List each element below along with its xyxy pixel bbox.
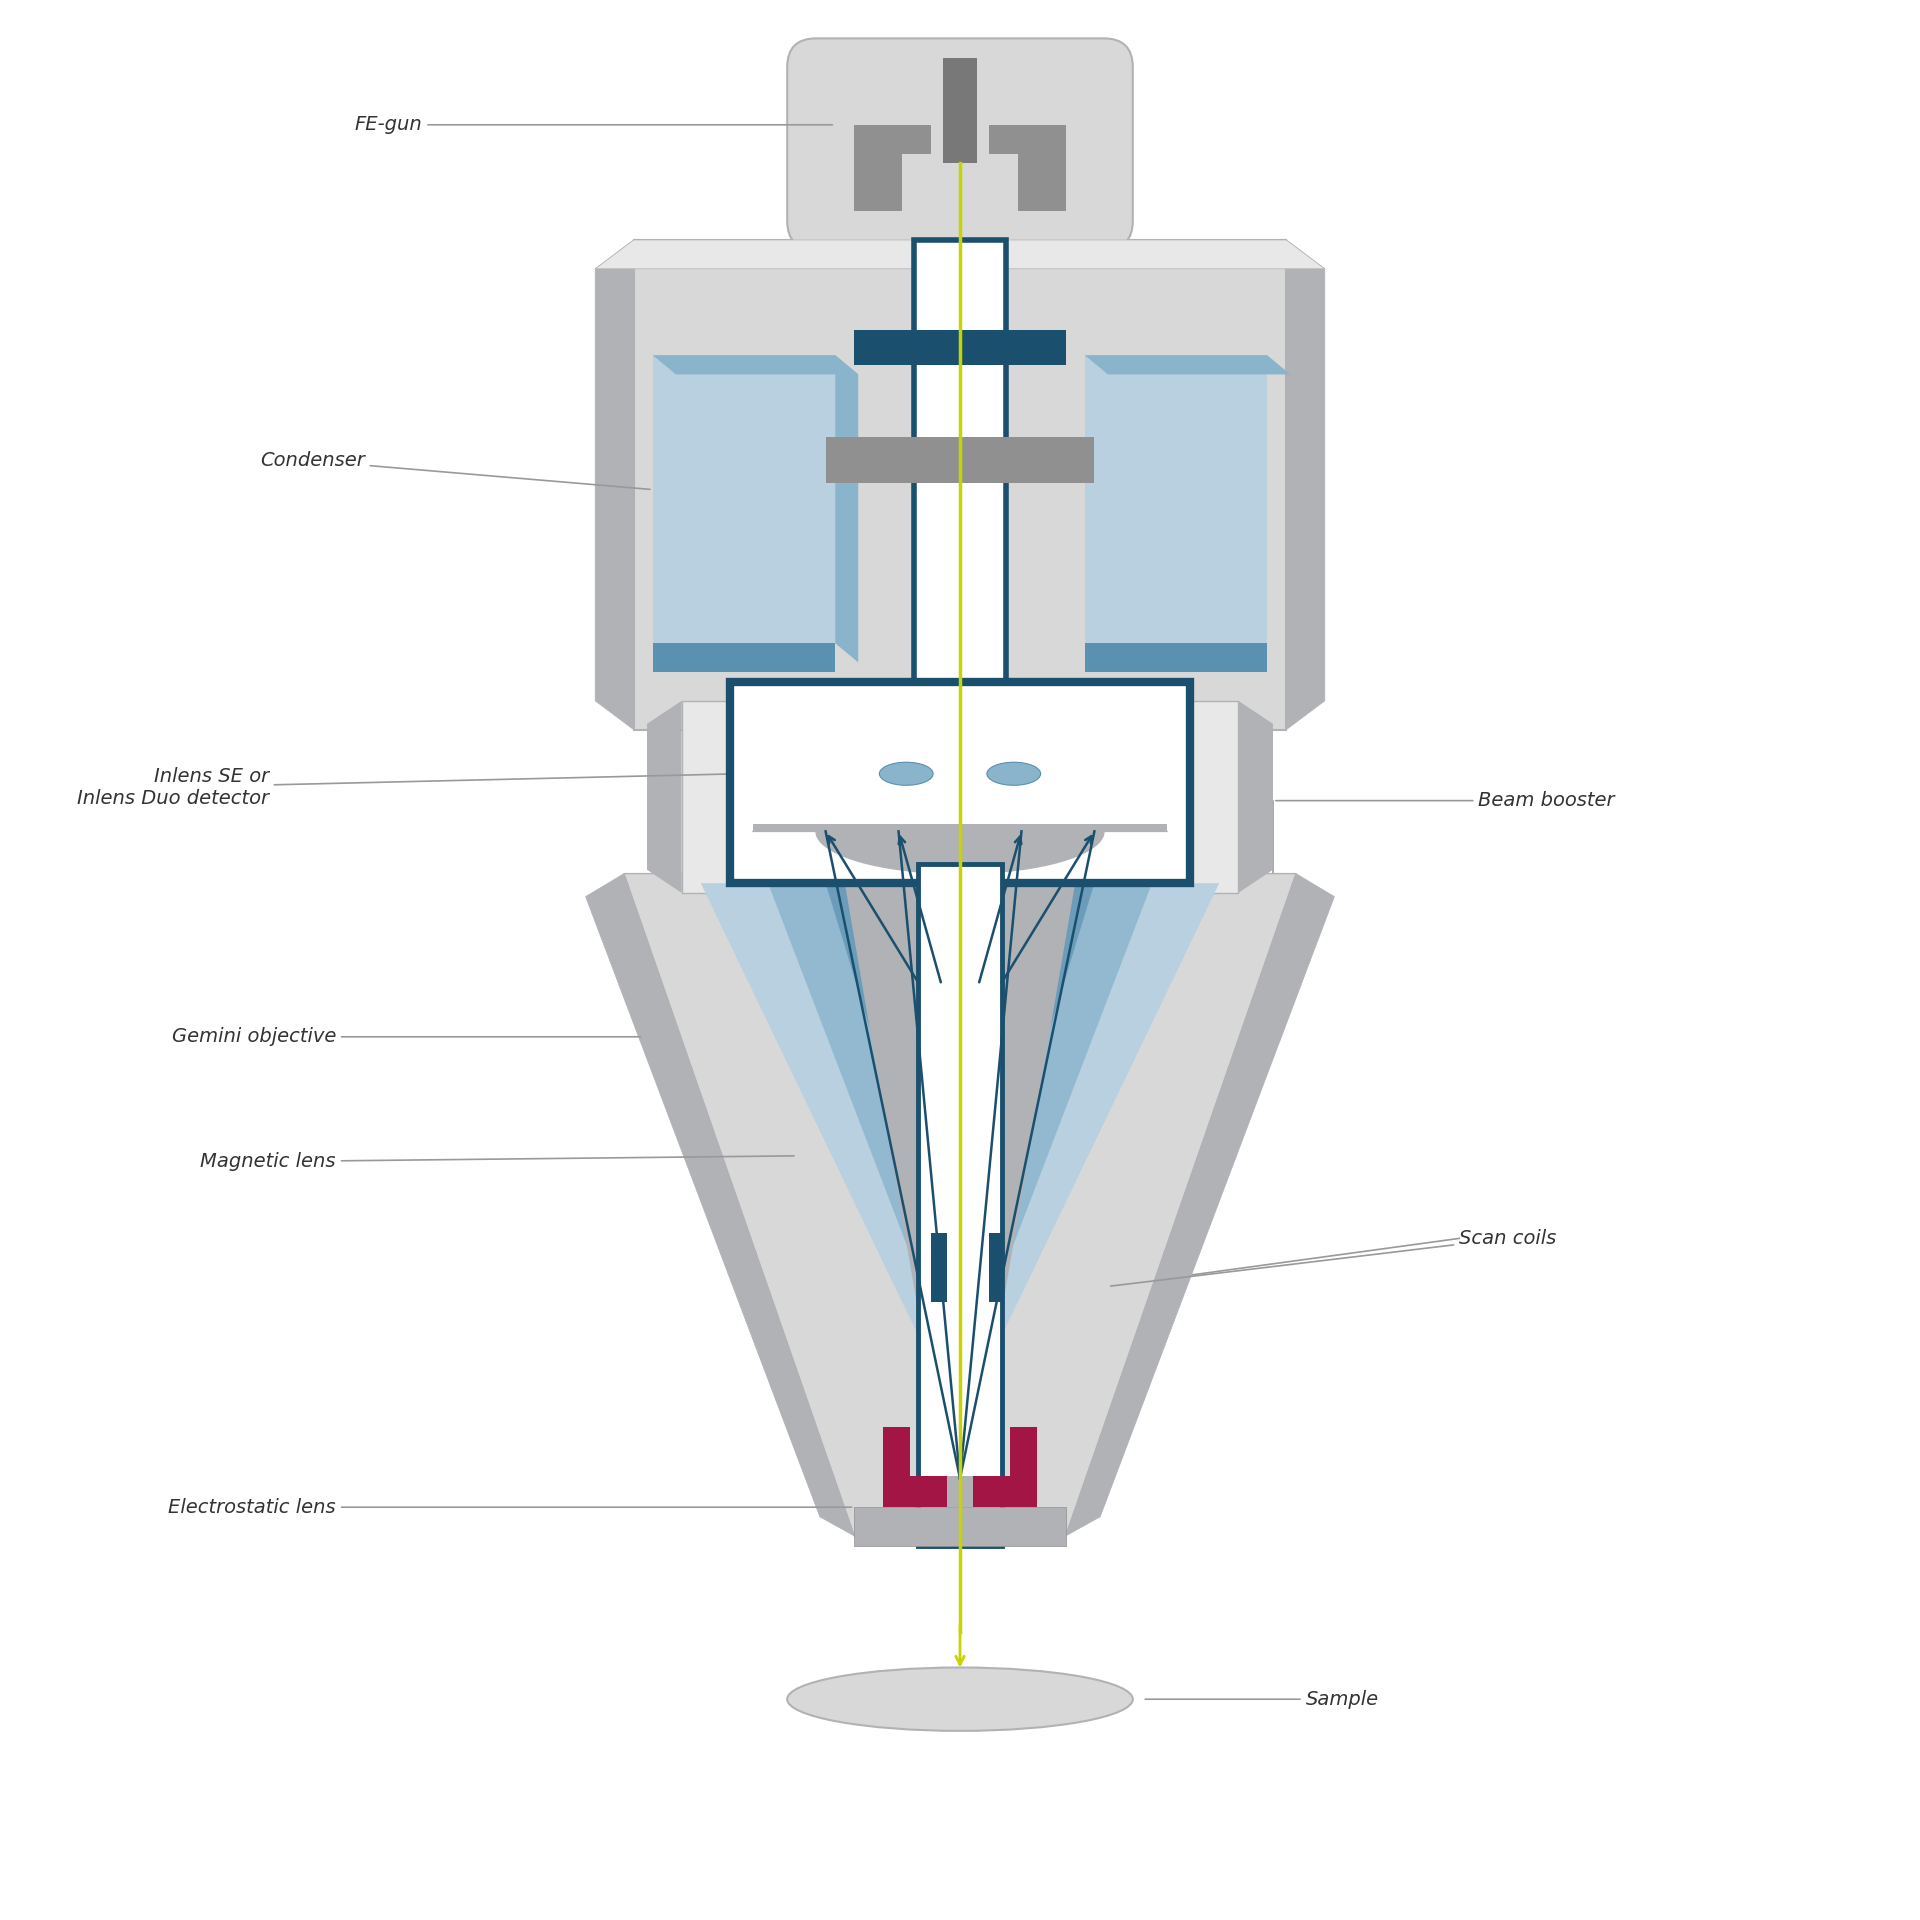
- Polygon shape: [624, 874, 1296, 1536]
- Polygon shape: [595, 240, 634, 730]
- Bar: [943, 58, 977, 163]
- Bar: [682, 701, 1238, 893]
- Polygon shape: [1085, 355, 1290, 374]
- Ellipse shape: [879, 762, 933, 785]
- Polygon shape: [595, 240, 1325, 269]
- Polygon shape: [826, 883, 1094, 1286]
- Ellipse shape: [787, 1667, 1133, 1732]
- Text: Condenser: Condenser: [259, 451, 651, 490]
- Polygon shape: [768, 883, 1152, 1344]
- Bar: [730, 682, 1190, 883]
- Polygon shape: [1238, 701, 1273, 893]
- Polygon shape: [1286, 240, 1325, 730]
- FancyBboxPatch shape: [787, 38, 1133, 250]
- Bar: [753, 824, 1167, 831]
- Polygon shape: [753, 831, 1167, 874]
- Bar: [1085, 643, 1267, 672]
- Bar: [883, 1476, 1037, 1507]
- Bar: [854, 1507, 1066, 1546]
- Polygon shape: [1066, 874, 1334, 1536]
- Polygon shape: [586, 874, 854, 1536]
- Text: Electrostatic lens: Electrostatic lens: [169, 1498, 852, 1517]
- Bar: [653, 643, 835, 672]
- Text: Beam booster: Beam booster: [1275, 791, 1615, 810]
- Bar: [989, 1233, 1004, 1302]
- Text: Magnetic lens: Magnetic lens: [200, 1152, 795, 1171]
- Polygon shape: [647, 701, 682, 893]
- Polygon shape: [845, 883, 1075, 1421]
- Polygon shape: [973, 1427, 1037, 1507]
- Bar: [931, 1233, 947, 1302]
- Bar: [854, 330, 1066, 365]
- Bar: [634, 240, 1286, 730]
- Polygon shape: [989, 125, 1066, 211]
- Text: Inlens SE or
Inlens Duo detector: Inlens SE or Inlens Duo detector: [77, 766, 737, 808]
- Ellipse shape: [987, 762, 1041, 785]
- Text: FE-gun: FE-gun: [355, 115, 833, 134]
- Bar: [826, 438, 1094, 484]
- Text: Gemini objective: Gemini objective: [171, 1027, 641, 1046]
- Bar: [653, 355, 835, 672]
- Polygon shape: [701, 883, 1219, 1382]
- Bar: [899, 221, 914, 749]
- Bar: [918, 864, 1002, 1546]
- Text: Scan coils: Scan coils: [1110, 1229, 1557, 1286]
- Bar: [914, 240, 1006, 739]
- Polygon shape: [835, 355, 858, 662]
- Text: Sample: Sample: [1144, 1690, 1379, 1709]
- Bar: [854, 685, 1066, 720]
- Polygon shape: [653, 355, 858, 374]
- Polygon shape: [854, 125, 931, 211]
- Polygon shape: [883, 1427, 947, 1507]
- Bar: [1085, 355, 1267, 672]
